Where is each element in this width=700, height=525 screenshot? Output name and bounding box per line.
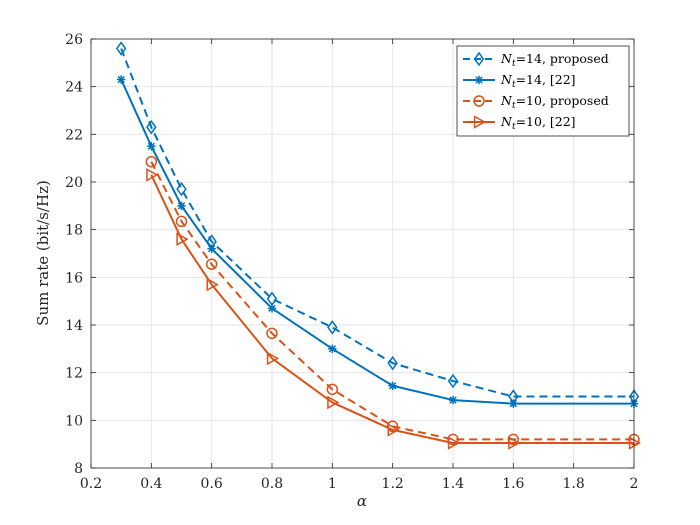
data-point-marker (387, 423, 400, 437)
x-tick-label: 0.6 (201, 476, 223, 492)
grid (90, 38, 635, 469)
data-point-marker (447, 436, 461, 450)
legend-label-subscript: t (512, 101, 516, 111)
legend-label: Nt=10, proposed (500, 93, 609, 111)
legend-label-rest: =10, proposed (516, 93, 609, 108)
series-line (150, 161, 634, 441)
series-line (120, 48, 634, 398)
y-tick-label: 26 (65, 32, 83, 48)
legend-label-subscript: t (512, 59, 516, 69)
x-tick-label: 1 (328, 476, 337, 492)
data-point-marker (207, 244, 216, 253)
y-axis-label: Sum rate (bit/s/Hz) (34, 180, 52, 326)
data-point-marker (388, 381, 397, 390)
x-tick-label: 0.4 (140, 476, 162, 492)
legend-label-main: N (500, 114, 513, 129)
y-tick-label: 12 (65, 366, 83, 382)
y-tick-label: 14 (65, 318, 83, 334)
data-point-marker (205, 258, 218, 270)
series-4 (146, 168, 642, 450)
y-tick-label: 16 (65, 270, 83, 286)
legend-marker (473, 51, 485, 67)
data-point-marker (267, 304, 277, 313)
data-point-marker (328, 344, 337, 354)
data-point-marker (116, 75, 126, 84)
x-tick-label: 0.8 (261, 476, 283, 492)
data-point-marker (146, 119, 157, 135)
data-point-marker (447, 373, 459, 389)
legend-label-rest: =14, [22] (516, 72, 576, 87)
data-point-marker (146, 168, 159, 182)
x-tick-label: 1.2 (382, 476, 404, 492)
legend-label: Nt=14, proposed (500, 51, 609, 69)
legend-label-subscript: t (512, 80, 516, 90)
y-tick-label: 22 (65, 127, 83, 143)
data-point-marker (266, 327, 278, 340)
data-point-marker (175, 215, 188, 228)
data-point-marker (115, 41, 127, 56)
series-line (150, 174, 634, 444)
y-tick-label: 10 (65, 413, 83, 429)
legend-label-main: N (500, 93, 513, 108)
series-line (120, 79, 634, 405)
y-tick-label: 24 (65, 80, 83, 96)
legend-label: Nt=10, [22] (500, 114, 576, 132)
data-point-marker (147, 142, 156, 151)
x-tick-label: 2 (630, 476, 639, 492)
y-tick-label: 8 (74, 461, 83, 477)
legend-marker (473, 95, 485, 107)
data-point-marker (266, 351, 280, 366)
legend-marker (473, 115, 487, 129)
data-point-marker (509, 399, 518, 408)
legend-label: Nt=14, [22] (500, 72, 576, 90)
data-point-marker (448, 395, 458, 405)
data-point-marker (206, 277, 219, 292)
legend-label-rest: =14, proposed (516, 51, 609, 66)
data-point-marker (145, 155, 158, 168)
legend-label-subscript: t (512, 122, 516, 132)
x-tick-label: 0.2 (80, 476, 102, 492)
data-point-marker (176, 232, 189, 246)
legend-marker (474, 75, 484, 85)
y-tick-label: 20 (65, 175, 83, 191)
x-tick-label: 1.8 (563, 476, 585, 492)
data-point-marker (387, 355, 398, 371)
x-tick-label: 1.6 (502, 476, 524, 492)
x-axis-label: α (357, 492, 367, 510)
data-point-marker (326, 383, 339, 396)
plot-frame (90, 38, 635, 469)
data-point-marker (177, 201, 186, 211)
data-point-marker (327, 395, 340, 410)
legend-label-main: N (500, 72, 513, 87)
data-point-marker (327, 320, 338, 335)
legend-label-rest: =10, [22] (516, 114, 576, 129)
data-point-marker (628, 436, 642, 450)
x-tick-label: 1.4 (442, 476, 464, 492)
data-point-marker (176, 181, 187, 197)
y-tick-label: 18 (65, 223, 83, 239)
data-point-marker (508, 436, 521, 450)
axis-ticks: 0.2 0.4 0.6 0.8 1 1.2 1.4 1.6 1.8 2 8 10 12 14 16 18 20 2… (65, 32, 638, 492)
data-series (115, 41, 642, 450)
legend-label-main: N (500, 51, 513, 66)
